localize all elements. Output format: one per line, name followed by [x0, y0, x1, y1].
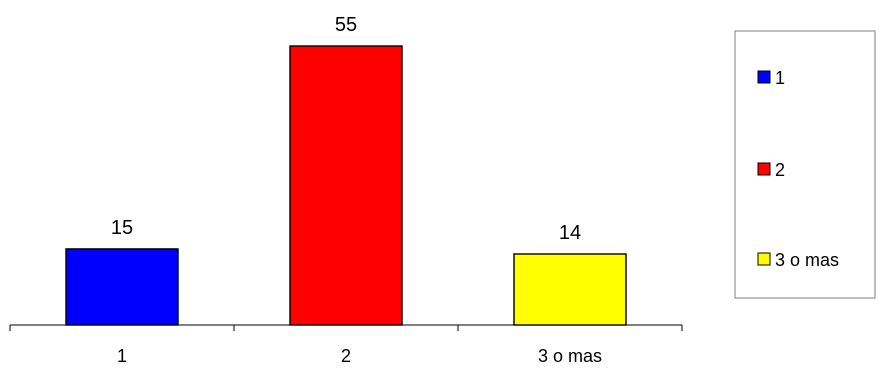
legend-label-3-o-mas: 3 o mas: [775, 250, 839, 270]
legend-swatch-1: [757, 70, 771, 84]
x-tick-label-1: 1: [117, 346, 127, 366]
x-axis-ticks: [9, 325, 683, 331]
bar-1: [65, 248, 179, 326]
bar-3-o-mas: [513, 253, 627, 326]
bar-2: [289, 45, 403, 326]
data-label-2: 55: [335, 14, 357, 36]
legend-label-2: 2: [775, 160, 785, 180]
legend-swatch-2: [757, 162, 771, 176]
data-label-3-o-mas: 14: [559, 222, 581, 244]
data-labels: 15 55 14: [111, 14, 581, 244]
x-tick-label-2: 2: [341, 346, 351, 366]
x-tick-label-3-o-mas: 3 o mas: [538, 346, 602, 366]
plot-area: 15 55 14 1 2 3 o mas: [9, 14, 683, 366]
x-tick-labels: 1 2 3 o mas: [117, 346, 602, 366]
legend-items: 1 2 3 o mas: [757, 68, 839, 270]
bars: [65, 45, 627, 326]
legend-swatch-3-o-mas: [757, 252, 771, 266]
data-label-1: 15: [111, 217, 133, 239]
legend: 1 2 3 o mas: [734, 30, 876, 299]
legend-label-1: 1: [775, 68, 785, 88]
